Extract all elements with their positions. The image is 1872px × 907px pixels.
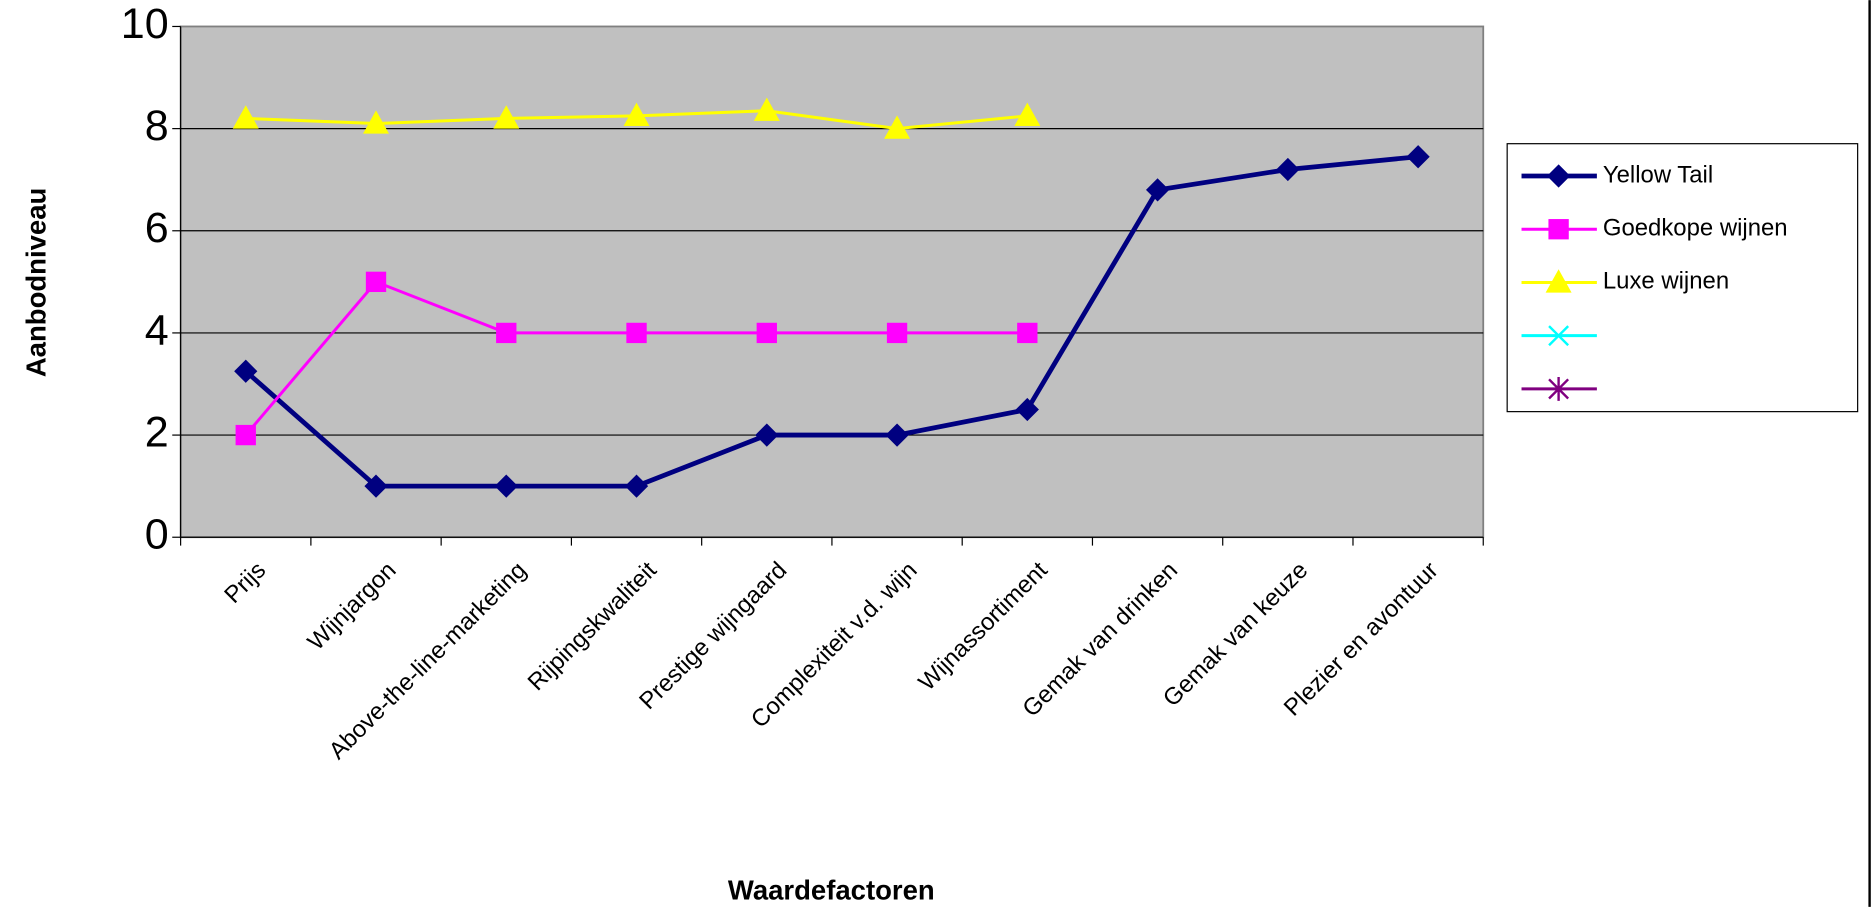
marker <box>496 322 517 344</box>
marker <box>1548 325 1570 347</box>
plot-area <box>179 25 1485 539</box>
marker <box>1015 397 1039 422</box>
marker <box>232 105 259 129</box>
marker <box>235 424 256 446</box>
marker <box>493 105 520 129</box>
y-tick-label: 8 <box>145 102 169 150</box>
legend-label: Luxe wijnen <box>1603 268 1729 295</box>
marker <box>755 423 779 447</box>
marker <box>494 474 518 498</box>
x-axis-title: Waardefactoren <box>728 875 935 906</box>
marker <box>1546 164 1571 188</box>
marker <box>234 359 258 383</box>
marker <box>1545 269 1572 293</box>
y-tick-label: 4 <box>145 306 169 354</box>
y-axis-title: Aanbodniveau <box>21 188 52 377</box>
marker <box>363 110 389 134</box>
marker <box>1406 145 1430 169</box>
series-line <box>244 154 1419 489</box>
y-tick-label: 2 <box>145 408 169 456</box>
marker <box>626 322 647 344</box>
marker <box>886 322 908 344</box>
marker <box>1017 322 1038 344</box>
legend-label: Goedkope wijnen <box>1603 215 1788 242</box>
marker <box>1145 178 1170 202</box>
marker <box>1548 219 1569 240</box>
y-tick-label: 6 <box>145 204 169 252</box>
legend-label: Yellow Tail <box>1603 161 1713 188</box>
marker <box>364 474 388 498</box>
marker <box>885 423 909 447</box>
marker <box>623 102 650 127</box>
marker <box>624 474 649 498</box>
marker <box>365 271 387 293</box>
y-tick-label: 0 <box>145 511 169 559</box>
y-tick-label: 10 <box>121 0 169 48</box>
marker <box>1276 157 1300 182</box>
marker <box>1014 102 1041 127</box>
legend <box>1506 143 1859 413</box>
marker <box>756 322 777 344</box>
marker <box>884 115 911 139</box>
marker <box>1548 376 1570 401</box>
marker <box>753 97 780 121</box>
